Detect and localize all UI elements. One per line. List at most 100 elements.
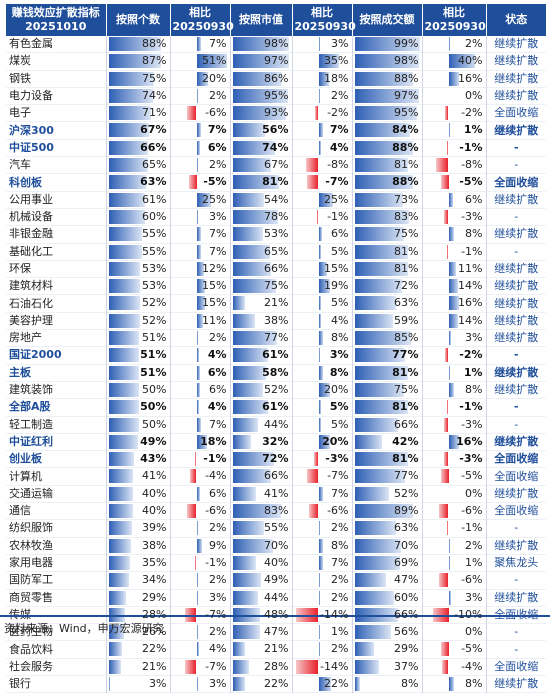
positive-bar [318,417,322,432]
pct-cell: 87% [106,52,171,71]
cell-value: -6% [205,504,227,518]
cell-value: -3% [459,452,483,466]
cell-value: 99% [394,37,419,50]
change-cell: 7% [170,225,231,244]
pct-cell: 73% [352,191,423,209]
cell-value: -6% [461,504,483,518]
pct-cell: 44% [230,416,293,434]
positive-bar [318,400,322,415]
pct-cell: 85% [352,329,423,347]
positive-bar [108,607,126,622]
cell-value: 56% [262,123,289,137]
positive-bar [318,365,324,380]
negative-bar [194,452,197,467]
pct-cell: 8% [352,675,423,693]
change-cell: 1% [422,364,487,382]
change-cell: 6% [170,139,231,157]
positive-bar [196,54,227,69]
cell-value: 9% [209,538,227,552]
cell-value: 7% [209,417,227,431]
cell-value: 81% [394,261,419,275]
change-cell: 4% [170,398,231,417]
change-cell: 18% [170,433,231,451]
positive-bar [354,504,414,519]
table-row: 中证500 66% 6% 74% 4% 88% -1% - [6,139,546,157]
positive-bar [108,279,141,294]
positive-bar [232,296,245,311]
change-cell: 8% [422,225,487,244]
status-cell: - [513,400,519,414]
pct-cell: 71% [106,104,171,122]
change-cell: 19% [292,277,353,295]
change-cell: -6% [422,571,487,589]
positive-bar [108,452,135,467]
row-label: 计算机 [6,467,107,486]
pct-cell: 81% [352,398,423,417]
positive-bar [354,434,383,449]
table-row: 公用事业 61% 25% 54% 25% 73% 6% 继续扩散 [6,191,546,209]
table-row: 银行 3% 3% 22% 22% 8% 8% 继续扩散 [6,675,546,693]
cell-value: -1% [203,452,227,466]
positive-bar [232,417,259,432]
cell-value: 8% [465,382,483,396]
positive-bar [318,123,323,138]
row-label: 建筑材料 [6,277,107,295]
negative-bar [190,469,197,484]
positive-bar [232,625,260,640]
pct-cell: 41% [230,485,293,503]
change-cell: -6% [292,502,353,520]
change-cell: 3% [292,346,353,365]
change-cell: 2% [170,519,231,538]
status-cell: 继续扩散 [494,54,539,68]
pct-cell: 93% [230,104,293,122]
negative-bar [438,573,449,588]
negative-bar [443,209,449,224]
cell-value: -4% [461,659,483,673]
positive-bar [108,71,154,86]
pct-cell: 21% [230,294,293,313]
change-cell: 7% [292,554,353,572]
cell-value: -6% [461,573,483,587]
status-cell: 继续扩散 [494,123,539,137]
change-cell: 3% [170,675,231,693]
pct-cell: 77% [352,467,423,486]
positive-bar [448,37,450,51]
change-cell: 12% [170,260,231,278]
pct-cell: 81% [352,450,423,468]
pct-cell: 65% [106,156,171,174]
cell-value: 7% [329,123,349,137]
table-row: 交通运输 40% 6% 41% 7% 52% 0% 继续扩散 [6,485,546,503]
change-cell: 4% [170,346,231,365]
cell-value: -2% [459,348,483,362]
cell-value: 5% [331,417,349,431]
cell-value: 97% [394,88,419,102]
cell-value: 29% [142,590,167,604]
cell-value: 22% [324,676,349,690]
positive-bar [108,37,162,51]
cell-value: -8% [461,158,483,172]
row-label: 国证2000 [6,346,107,365]
cell-value: -7% [205,607,227,621]
table-row: 社会服务 21% -7% 28% -14% 37% -4% 全面收缩 [6,658,546,676]
pct-cell: 66% [352,416,423,434]
positive-bar [196,400,199,415]
positive-bar [354,175,413,190]
cell-value: 3% [209,209,227,223]
change-cell: 4% [292,139,353,157]
cell-value: 3% [209,590,227,604]
cell-value: 39% [142,521,167,535]
positive-bar [232,244,271,259]
change-cell: 5% [292,294,353,313]
row-label: 主板 [6,364,107,382]
cell-value: 85% [394,331,419,345]
positive-bar [354,452,408,467]
negative-bar [440,469,449,484]
diffusion-table: 赚钱效应扩散指标 20251010 按照个数 相比 20250930 按照市值 … [6,4,546,693]
change-cell: 22% [292,675,353,693]
status-cell: 继续扩散 [494,192,539,206]
cell-value: 20% [322,434,349,448]
pct-cell: 78% [230,208,293,226]
cell-value: 70% [264,538,289,552]
cell-value: 28% [142,607,167,621]
positive-bar [354,71,413,86]
